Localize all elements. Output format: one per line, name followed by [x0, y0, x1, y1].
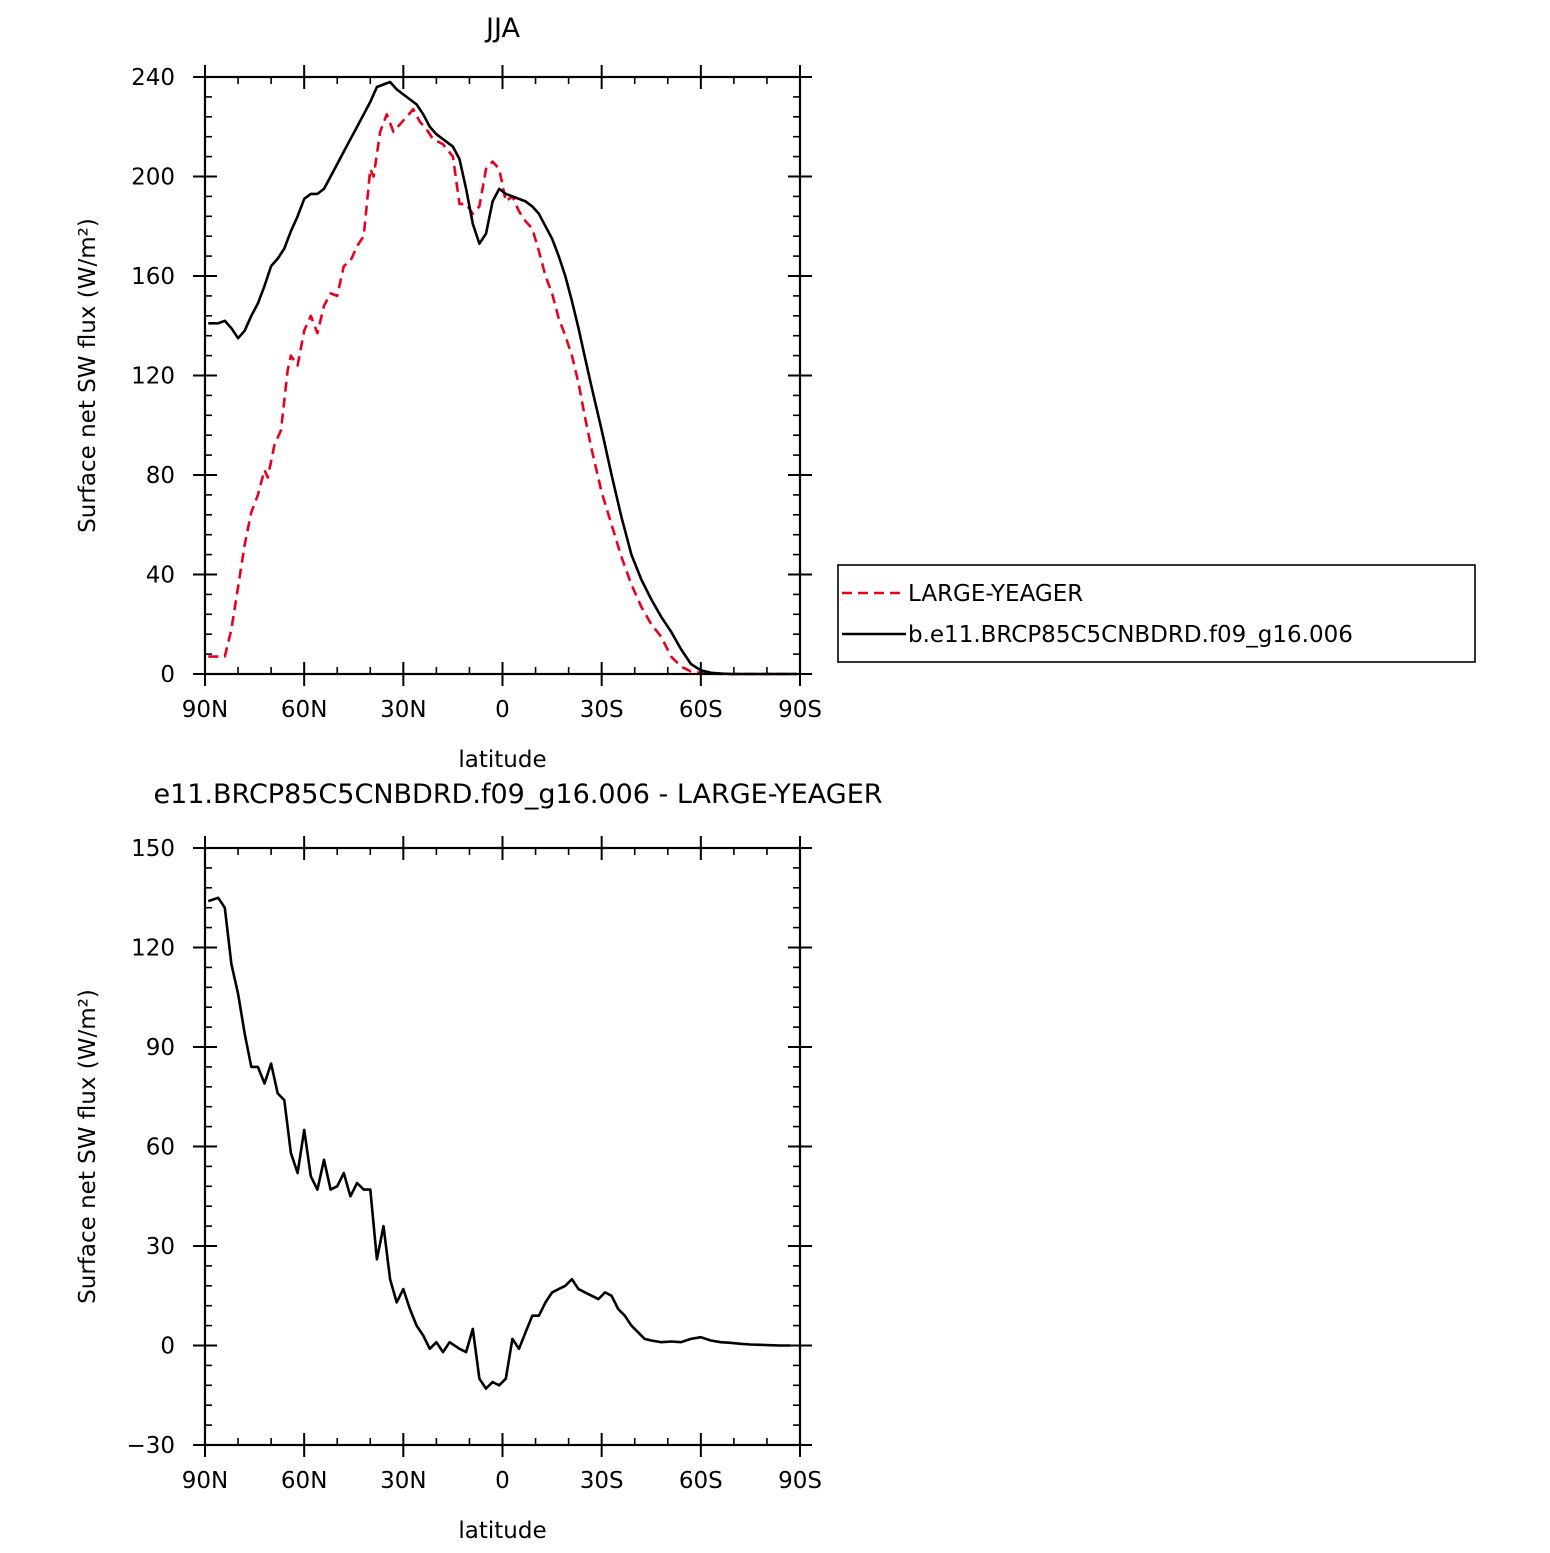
bottom-y-tick-label: 120 — [131, 936, 175, 962]
top-x-tick-label: 60N — [281, 697, 327, 723]
top-y-tick-label: 200 — [131, 165, 175, 191]
bottom-plot-frame — [203, 846, 802, 1447]
legend-box — [837, 564, 1476, 663]
top-x-tick-label: 0 — [495, 697, 510, 723]
top-x-axis-title: latitude — [458, 747, 546, 773]
legend: LARGE-YEAGER b.e11.BRCP85C5CNBDRD.f09_g1… — [837, 564, 1476, 663]
bottom-y-axis-title: Surface net SW flux (W/m²) — [75, 989, 101, 1304]
top-x-tick-label: 30S — [580, 697, 624, 723]
top-y-axis-title: Surface net SW flux (W/m²) — [75, 218, 101, 533]
bottom-x-tick-label: 60N — [281, 1468, 327, 1494]
top-plot-frame — [203, 75, 802, 676]
bottom-x-tick-label: 60S — [679, 1468, 723, 1494]
bottom-x-tick-label: 0 — [495, 1468, 510, 1494]
top-x-tick-label: 60S — [679, 697, 723, 723]
top-y-tick-label: 40 — [146, 563, 175, 589]
top-y-tick-label: 160 — [131, 264, 175, 290]
top-chart-title: JJA — [484, 13, 520, 44]
legend-label-large-yeager: LARGE-YEAGER — [908, 581, 1083, 607]
bottom-series-line-0 — [207, 896, 791, 1390]
bottom-x-tick-label: 90N — [182, 1468, 228, 1494]
legend-label-model: b.e11.BRCP85C5CNBDRD.f09_g16.006 — [908, 622, 1353, 648]
bottom-y-tick-label: 30 — [146, 1234, 175, 1260]
bottom-x-tick-label: 90S — [778, 1468, 822, 1494]
top-panel: JJA 90N 60N 30N 0 30S 60S 90S 0 40 80 120 160 200 240… — [75, 13, 822, 773]
bottom-panel: e11.BRCP85C5CNBDRD.f09_g16.006 - LARGE-Y… — [75, 779, 883, 1544]
top-y-tick-label: 80 — [146, 463, 175, 489]
bottom-chart-title: e11.BRCP85C5CNBDRD.f09_g16.006 - LARGE-Y… — [153, 779, 882, 810]
top-x-tick-label: 30N — [380, 697, 426, 723]
top-series-line-0 — [208, 108, 797, 676]
top-y-tick-label: 120 — [131, 364, 175, 390]
bottom-x-axis-title: latitude — [458, 1518, 546, 1544]
top-series-line-1 — [208, 80, 797, 676]
bottom-y-tick-label: 60 — [146, 1135, 175, 1161]
bottom-y-tick-label: 0 — [160, 1334, 175, 1360]
bottom-x-tick-label: 30S — [580, 1468, 624, 1494]
top-y-tick-label: 240 — [131, 65, 175, 91]
bottom-y-tick-label: −30 — [126, 1433, 175, 1459]
bottom-y-tick-label: 90 — [146, 1035, 175, 1061]
bottom-x-tick-label: 30N — [380, 1468, 426, 1494]
top-x-tick-label: 90N — [182, 697, 228, 723]
bottom-y-tick-label: 150 — [131, 836, 175, 862]
top-y-tick-label: 0 — [160, 662, 175, 688]
top-x-tick-label: 90S — [778, 697, 822, 723]
